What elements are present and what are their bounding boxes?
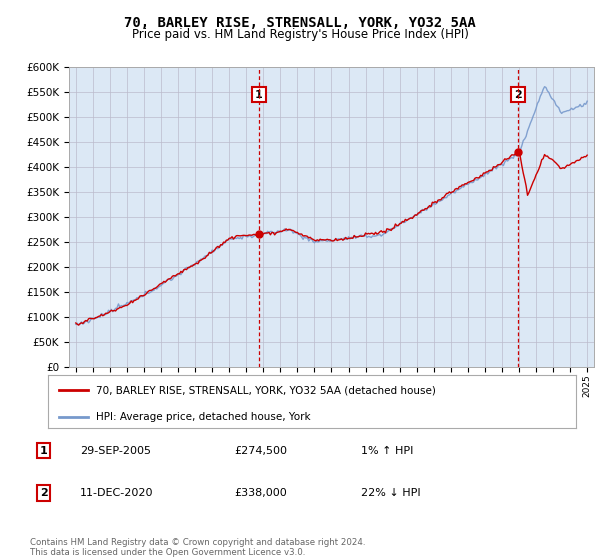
Text: 22% ↓ HPI: 22% ↓ HPI <box>361 488 421 498</box>
Text: 1: 1 <box>40 446 47 456</box>
Text: £338,000: £338,000 <box>234 488 287 498</box>
Text: 70, BARLEY RISE, STRENSALL, YORK, YO32 5AA: 70, BARLEY RISE, STRENSALL, YORK, YO32 5… <box>124 16 476 30</box>
Text: £274,500: £274,500 <box>234 446 287 456</box>
Text: 11-DEC-2020: 11-DEC-2020 <box>80 488 153 498</box>
Text: 2: 2 <box>514 90 522 100</box>
Text: 1% ↑ HPI: 1% ↑ HPI <box>361 446 413 456</box>
Text: 29-SEP-2005: 29-SEP-2005 <box>80 446 151 456</box>
Text: 2: 2 <box>40 488 47 498</box>
Text: 70, BARLEY RISE, STRENSALL, YORK, YO32 5AA (detached house): 70, BARLEY RISE, STRENSALL, YORK, YO32 5… <box>95 385 436 395</box>
Text: HPI: Average price, detached house, York: HPI: Average price, detached house, York <box>95 412 310 422</box>
Text: 1: 1 <box>255 90 263 100</box>
Text: Price paid vs. HM Land Registry's House Price Index (HPI): Price paid vs. HM Land Registry's House … <box>131 28 469 41</box>
Text: Contains HM Land Registry data © Crown copyright and database right 2024.
This d: Contains HM Land Registry data © Crown c… <box>30 538 365 557</box>
